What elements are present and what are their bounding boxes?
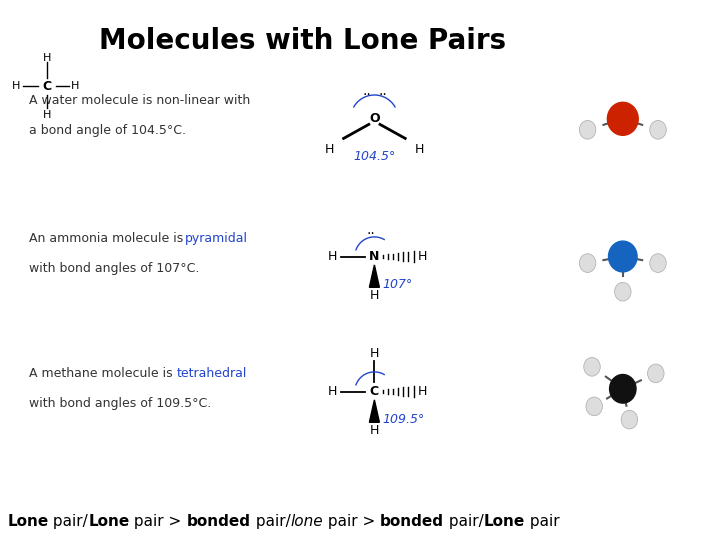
Text: with bond angles of 107°C.: with bond angles of 107°C. [29,262,199,275]
Text: with bond angles of 109.5°C.: with bond angles of 109.5°C. [29,397,211,410]
Text: H: H [418,385,427,398]
Text: H: H [325,143,334,156]
Text: bonded: bonded [186,514,251,529]
Text: A water molecule is non-linear with: A water molecule is non-linear with [29,94,250,107]
Text: H: H [71,82,80,91]
Ellipse shape [621,410,638,429]
Ellipse shape [608,241,637,272]
Ellipse shape [615,282,631,301]
Text: C: C [42,80,51,93]
Text: H: H [415,143,424,156]
Text: H: H [42,110,51,120]
Text: pair/: pair/ [48,514,88,529]
Text: 104.5°: 104.5° [354,150,395,163]
Text: 107°: 107° [383,278,413,291]
Text: tetrahedral: tetrahedral [177,367,247,380]
Text: ··: ·· [378,88,387,102]
Ellipse shape [586,397,603,416]
Text: ··: ·· [362,88,371,102]
Ellipse shape [580,120,596,139]
Text: Molecules with Lone Pairs: Molecules with Lone Pairs [99,27,506,55]
Text: pyramidal: pyramidal [185,232,248,245]
Ellipse shape [610,375,636,403]
Ellipse shape [584,357,600,376]
Text: H: H [328,250,337,263]
Text: Lone: Lone [7,514,48,529]
Text: pair/: pair/ [251,514,290,529]
Text: pair: pair [525,514,559,529]
Text: N: N [369,250,379,263]
Text: a bond angle of 104.5°C.: a bond angle of 104.5°C. [29,124,186,137]
Text: H: H [42,53,51,63]
Ellipse shape [580,254,596,273]
Text: lone: lone [290,514,323,529]
Text: H: H [328,385,337,398]
Ellipse shape [649,254,666,273]
Polygon shape [369,400,379,422]
Text: O: O [369,112,379,125]
Text: ··: ·· [366,227,375,241]
Text: Lone: Lone [88,514,130,529]
Text: 109.5°: 109.5° [383,413,425,426]
Text: H: H [12,82,20,91]
Text: An ammonia molecule is: An ammonia molecule is [29,232,187,245]
Polygon shape [369,265,379,287]
Text: H: H [418,250,427,263]
Text: A methane molecule is: A methane molecule is [29,367,176,380]
Text: H: H [369,424,379,437]
Text: H: H [369,289,379,302]
Text: Lone: Lone [484,514,525,529]
Text: pair >: pair > [323,514,380,529]
Text: bonded: bonded [380,514,444,529]
Text: H: H [369,347,379,360]
Ellipse shape [649,120,666,139]
Ellipse shape [608,102,638,136]
Ellipse shape [647,364,664,383]
Text: pair >: pair > [130,514,186,529]
Text: C: C [370,385,379,398]
Text: pair/: pair/ [444,514,484,529]
